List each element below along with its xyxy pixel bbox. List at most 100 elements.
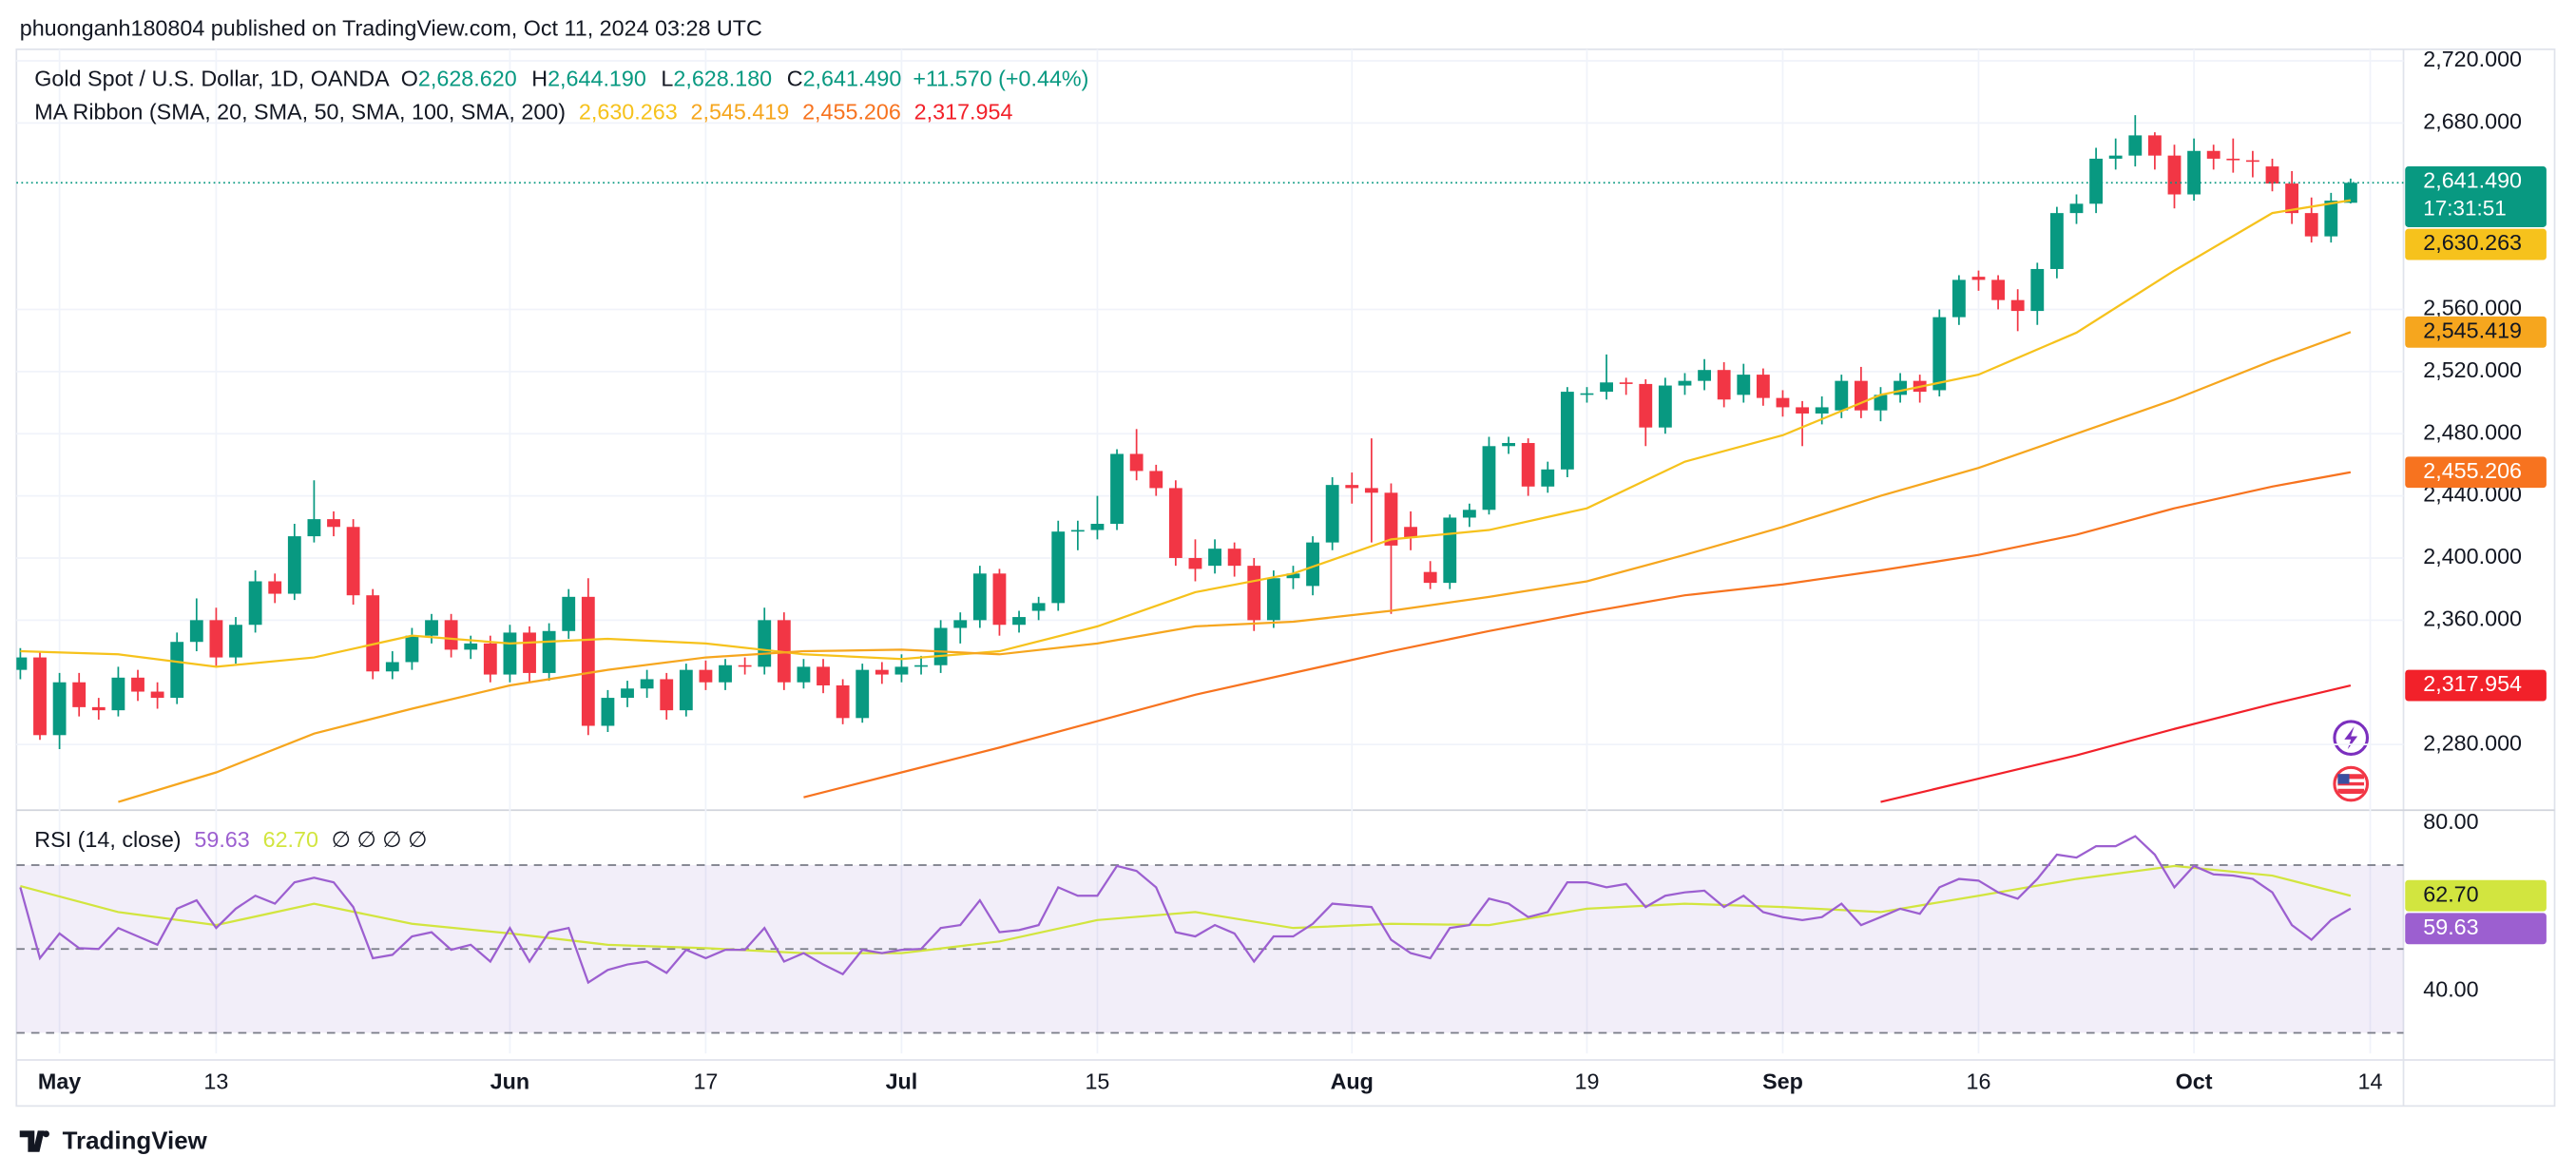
candle-body [2108,155,2123,159]
candle-body [1658,385,1672,428]
candle-body [1580,393,1594,395]
ma-line [118,331,2352,803]
ohlc-value: 2,644.190 [548,67,646,91]
candle-body [621,688,634,699]
candle-body [817,666,830,685]
candle-body [150,691,164,699]
legend-line: Gold Spot / U.S. Dollar, 1D, OANDA O2,628… [34,67,1088,91]
candle-body [1384,492,1398,546]
candle-body [1835,380,1849,411]
x-tick-label: Sep [1762,1069,1803,1093]
candle-body [562,596,576,631]
legend-line: RSI (14, close) 59.63 62.70 ∅ ∅ ∅ ∅ [34,827,427,852]
candle-body [1149,471,1163,489]
candle-body [2089,158,2104,204]
candle-body [1502,443,1515,447]
candle-body [758,620,772,667]
ma-price-label-text: 2,455.206 [2423,458,2522,483]
candle-body [1600,382,1613,393]
candle-body [2245,160,2259,163]
x-tick-label: 17 [693,1069,718,1093]
candle-body [1325,485,1339,543]
candle-body [992,573,1007,626]
candle-body [1874,395,1888,411]
candle-body [1639,383,1653,428]
indicator-title: RSI (14, close) [34,827,181,852]
indicator-value: 2,317.954 [914,99,1013,124]
indicator-value: 2,630.263 [579,99,678,124]
ma-price-label [2405,316,2547,348]
candle-body [2167,155,2182,195]
candle-body [1698,370,1711,381]
ohlc-key: L [661,67,673,91]
candle-body [894,666,909,675]
candle-body [346,527,360,596]
candle-body [1815,407,1829,414]
candle-body [933,627,948,665]
candle-body [1051,531,1066,604]
brand-logo[interactable]: TradingView [19,1127,208,1154]
candle-body [719,665,732,683]
candle-body [1991,279,2006,300]
change-value: +11.570 (+0.44%) [913,67,1088,91]
brand-name[interactable]: TradingView [63,1127,208,1154]
candle-body [2226,158,2240,161]
candle-body [2285,183,2299,214]
candle-body [523,632,536,673]
candles [16,115,2357,750]
candle-body [1932,317,1947,391]
candle-body [660,679,674,711]
candle-body [503,632,517,675]
indicator-value: 2,455.206 [802,99,901,124]
candle-body [2030,268,2045,312]
candle-body [1854,380,1868,411]
candle-body [209,620,223,658]
candle-body [1227,549,1241,567]
y-tick-label: 80.00 [2423,809,2478,834]
candle-body [640,679,654,689]
last-price-label [2405,165,2547,227]
candle-body [464,643,478,650]
y-tick-label: 2,560.000 [2423,296,2522,320]
x-tick-label: Jun [490,1069,529,1093]
candle-body [405,635,419,663]
candle-body [699,669,713,683]
candle-body [1678,380,1692,386]
indicator-value: 2,545.419 [690,99,789,124]
x-tick-label: 13 [203,1069,228,1093]
candle-body [1012,617,1026,626]
candle-body [268,581,282,594]
candle-body [2147,135,2162,156]
x-tick-label: 19 [1574,1069,1599,1093]
candle-body [2187,150,2201,195]
rsi-line [20,864,2352,954]
candle-body [601,698,615,726]
event-icons[interactable] [2333,720,2370,802]
candle-body [1188,557,1202,569]
flag-stripe [2337,779,2365,782]
candle-body [1286,573,1300,579]
x-tick-label: Aug [1331,1069,1374,1093]
candle-body [444,620,458,650]
candle-body [2343,183,2357,203]
candle-body [875,669,889,675]
candle-body [2069,203,2084,214]
rsi-value-label [2405,879,2547,912]
candle-body [1110,453,1124,525]
ma-ribbon [20,199,2352,803]
ma-price-label-text: 2,317.954 [2423,671,2522,696]
rsi-line [19,835,2352,985]
ma-price-label [2405,669,2547,702]
candle-body [2049,213,2064,269]
indicator-value: 59.63 [194,827,249,852]
candle-body [797,666,811,683]
candle-body [1971,277,1986,280]
candle-body [425,620,438,636]
candle-body [2265,166,2279,184]
candle-body [111,677,125,711]
candle-body [91,706,106,711]
last-price-label-text: 2,641.490 [2423,168,2522,193]
candle-body [16,657,28,670]
candle-body [738,665,752,667]
